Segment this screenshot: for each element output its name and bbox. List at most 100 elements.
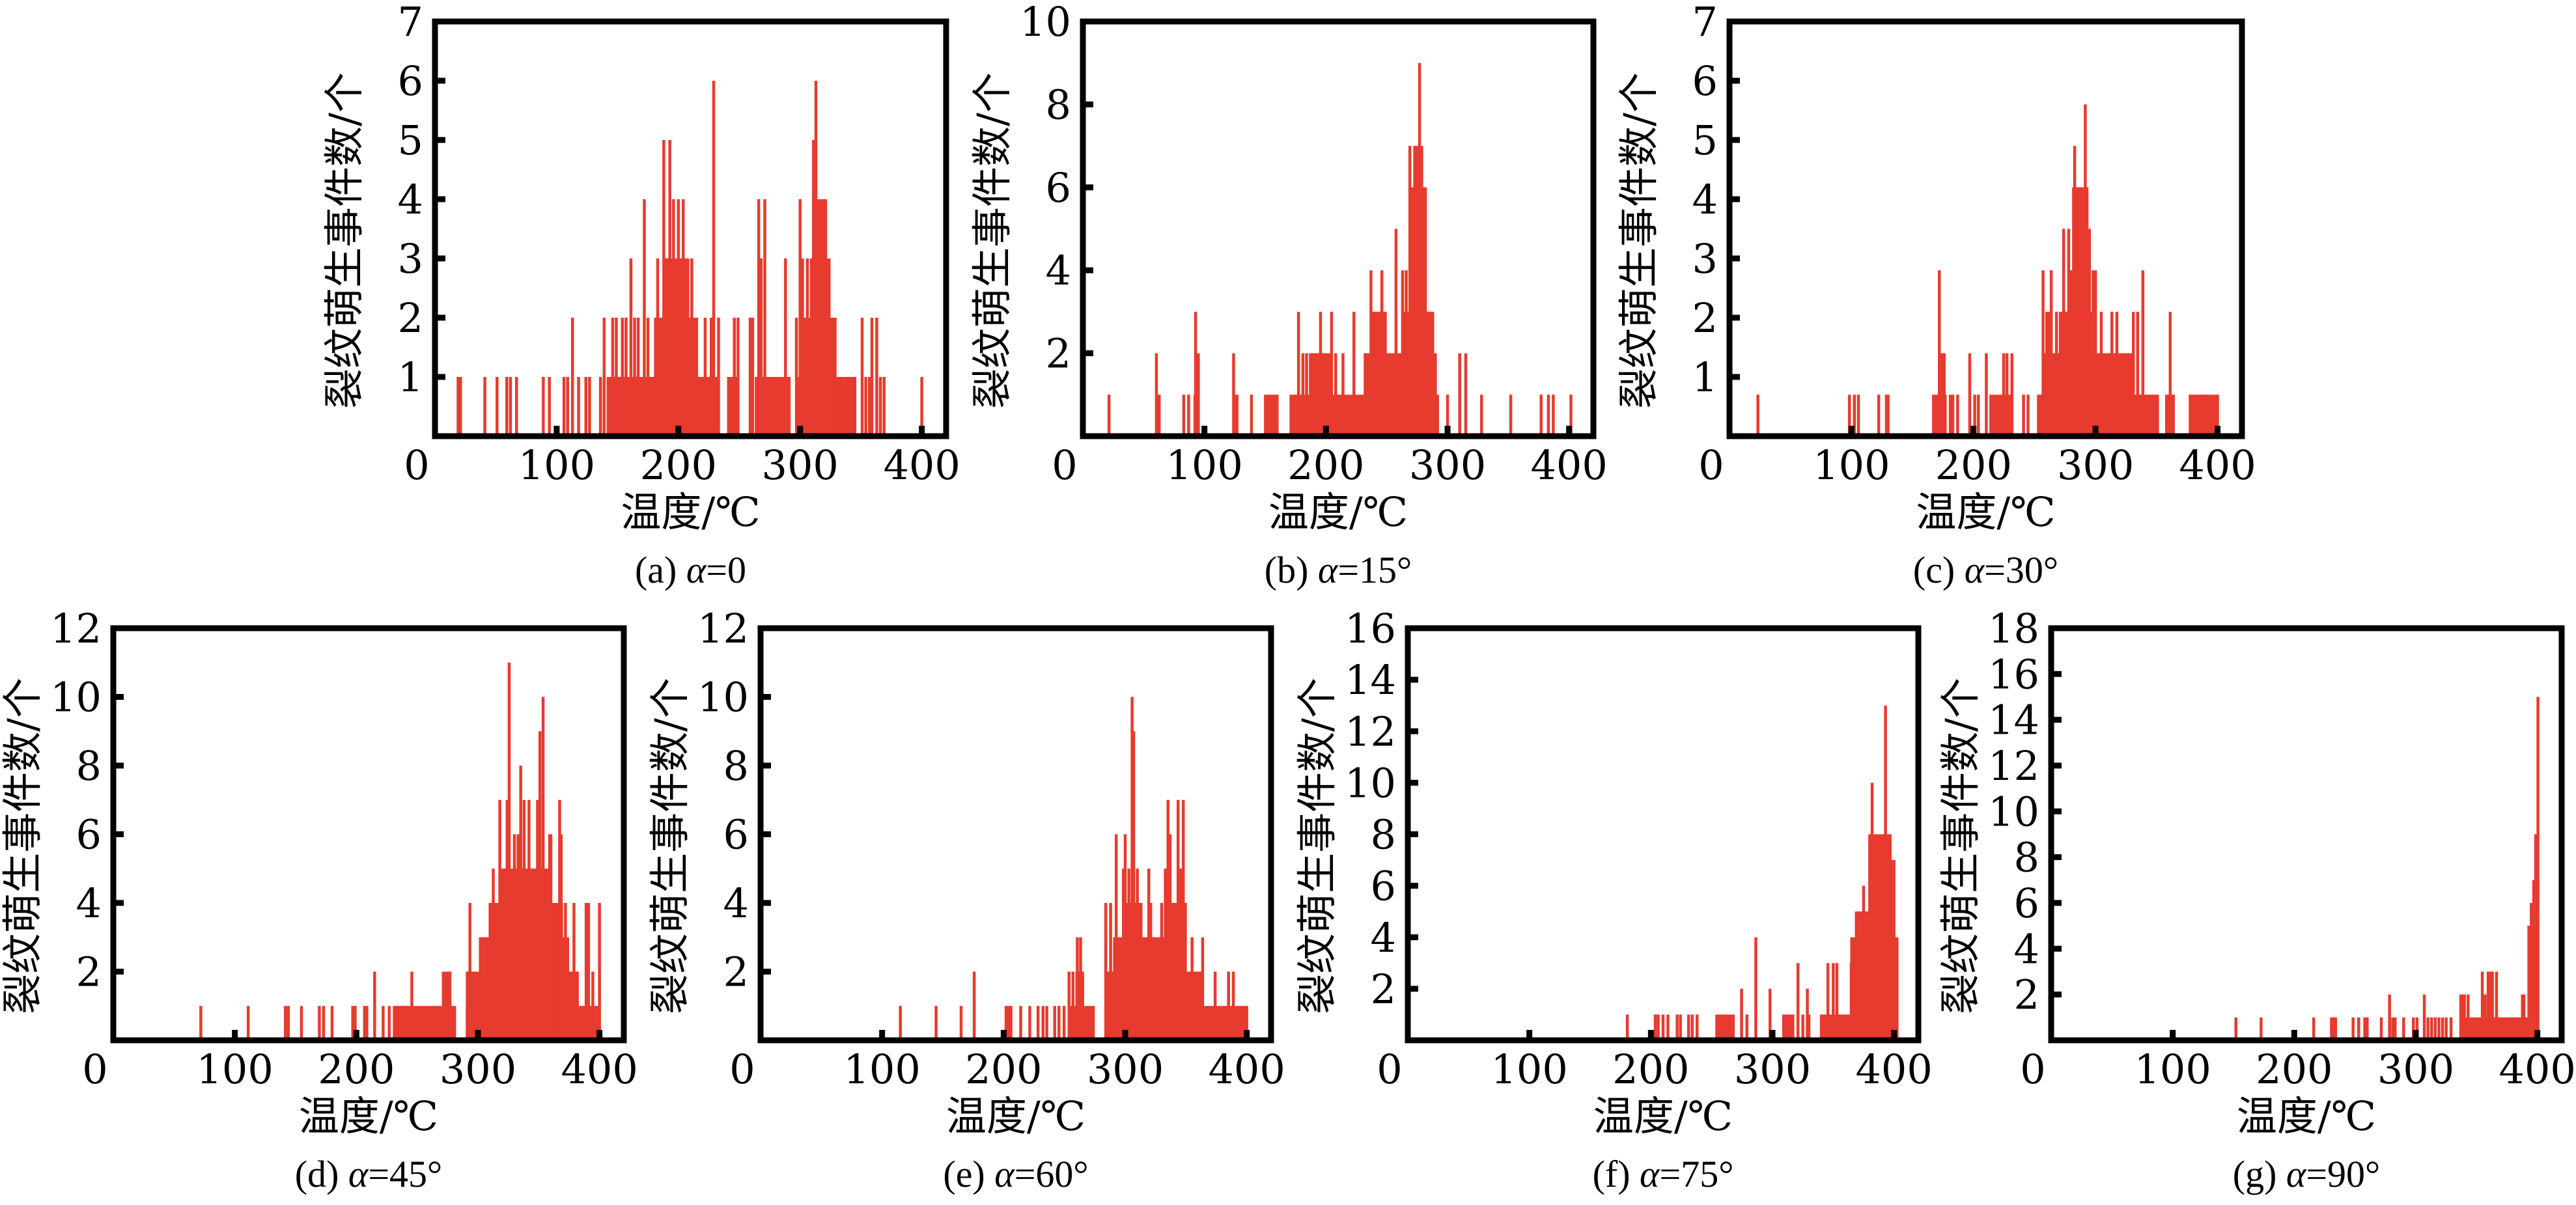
panel-caption: (b) α=15°	[1265, 549, 1412, 591]
y-tick-label: 4	[723, 880, 749, 927]
x-tick-label: 100	[1166, 441, 1242, 489]
y-tick-label: 2	[398, 294, 423, 342]
y-tick-label: 5	[398, 117, 423, 164]
dense-band	[664, 258, 690, 436]
x-tick-label: 100	[2134, 1046, 2211, 1093]
y-axis-label: 裂纹萌生事件数/个	[320, 72, 368, 409]
x-tick-label: 300	[1409, 441, 1486, 489]
y-tick-label: 6	[1046, 164, 1071, 212]
y-tick-label: 2	[1371, 965, 1396, 1013]
y-tick-label: 8	[76, 742, 102, 790]
y-tick-label: 8	[723, 742, 749, 790]
x-tick-label: 200	[640, 441, 717, 489]
x-axis-label: 温度/℃	[621, 488, 760, 536]
x-axis-label: 温度/℃	[946, 1092, 1085, 1140]
panel-caption: (g) α=90°	[2233, 1153, 2381, 1195]
caption-angle-value: =45°	[368, 1153, 442, 1195]
dense-band	[1782, 1014, 1795, 1040]
caption-alpha-symbol: α	[2286, 1153, 2307, 1195]
caption-angle-value: =90°	[2306, 1153, 2380, 1195]
x-tick-label: 400	[883, 441, 960, 489]
y-tick-label: 18	[1988, 605, 2039, 652]
x-tick-label: 100	[1491, 1046, 1567, 1093]
dense-band	[1989, 395, 2013, 436]
x-tick-label: 100	[843, 1046, 920, 1093]
plot-frame	[1726, 18, 2245, 439]
y-tick-label: 10	[1345, 759, 1396, 807]
y-tick-label: 14	[1345, 656, 1396, 704]
y-tick-label: 12	[50, 605, 102, 652]
y-axis-label: 裂纹萌生事件数/个	[1615, 72, 1662, 409]
dense-band	[1232, 395, 1239, 436]
x-tick-label: 100	[196, 1046, 273, 1093]
plot-frame	[1405, 625, 1922, 1044]
x-tick-label: 100	[518, 441, 595, 489]
plot-frame	[2048, 625, 2565, 1044]
x-axis-label: 温度/℃	[1916, 488, 2055, 536]
y-tick-label: 7	[1692, 0, 1718, 46]
x-tick-label: 200	[1287, 441, 1364, 489]
y-tick-label: 3	[398, 235, 423, 283]
y-tick-label: 16	[1988, 650, 2039, 698]
caption-prefix: (c)	[1913, 549, 1965, 591]
y-tick-label: 12	[1988, 742, 2039, 790]
x-tick-label: 300	[1087, 1046, 1164, 1093]
y-tick-label: 10	[697, 674, 749, 721]
y-tick-label: 2	[76, 949, 102, 996]
plot-frame	[1080, 18, 1597, 439]
x-tick-label: 300	[2377, 1046, 2454, 1093]
y-tick-label: 8	[2014, 834, 2039, 881]
panel-caption: (a) α=0	[635, 549, 746, 591]
x-tick-label: 0	[2020, 1046, 2045, 1093]
y-tick-label: 4	[1692, 176, 1718, 223]
caption-prefix: (a)	[635, 549, 686, 591]
y-tick-label: 5	[1692, 117, 1718, 164]
y-axis-label: 裂纹萌生事件数/个	[1293, 678, 1341, 1014]
y-tick-label: 8	[1046, 81, 1071, 128]
x-tick-label: 100	[1813, 441, 1890, 489]
caption-alpha-symbol: α	[1640, 1153, 1660, 1195]
caption-prefix: (e)	[943, 1153, 994, 1195]
y-tick-label: 4	[1046, 247, 1071, 294]
y-tick-label: 12	[697, 605, 749, 652]
x-tick-label: 0	[1377, 1046, 1402, 1093]
y-tick-label: 1	[1692, 353, 1718, 401]
y-tick-label: 4	[76, 880, 102, 927]
x-tick-label: 400	[561, 1046, 637, 1093]
y-tick-label: 6	[1371, 863, 1396, 910]
x-tick-label: 300	[762, 441, 839, 489]
x-tick-label: 400	[2179, 441, 2256, 489]
caption-angle-value: =0	[706, 549, 746, 591]
dense-band	[1264, 395, 1279, 436]
caption-angle-value: =30°	[1984, 549, 2058, 591]
y-tick-label: 1	[398, 353, 423, 401]
caption-alpha-symbol: α	[348, 1153, 369, 1195]
y-tick-label: 6	[723, 811, 749, 859]
y-axis-label: 裂纹萌生事件数/个	[0, 678, 46, 1014]
caption-prefix: (b)	[1265, 549, 1318, 591]
dense-band	[1371, 311, 1387, 436]
caption-angle-value: =15°	[1337, 549, 1412, 591]
y-tick-label: 2	[1046, 330, 1071, 378]
y-axis-label: 裂纹萌生事件数/个	[646, 678, 693, 1014]
plot-frame	[432, 18, 949, 439]
caption-alpha-symbol: α	[1965, 549, 1985, 591]
x-tick-label: 400	[2499, 1046, 2575, 1093]
y-tick-label: 2	[2014, 971, 2039, 1019]
caption-prefix: (d)	[295, 1153, 348, 1195]
y-axis-label: 裂纹萌生事件数/个	[1937, 678, 1984, 1014]
x-tick-label: 0	[1698, 441, 1724, 489]
x-axis-label: 温度/℃	[2237, 1092, 2376, 1140]
x-axis-label: 温度/℃	[1268, 488, 1408, 536]
caption-angle-value: =75°	[1660, 1153, 1734, 1195]
x-tick-label: 200	[2256, 1046, 2332, 1093]
y-tick-label: 10	[1020, 0, 1071, 46]
x-axis-label: 温度/℃	[1593, 1092, 1733, 1140]
y-tick-label: 10	[1988, 788, 2039, 835]
panel-caption: (c) α=30°	[1913, 549, 2058, 591]
y-tick-label: 10	[50, 674, 102, 721]
